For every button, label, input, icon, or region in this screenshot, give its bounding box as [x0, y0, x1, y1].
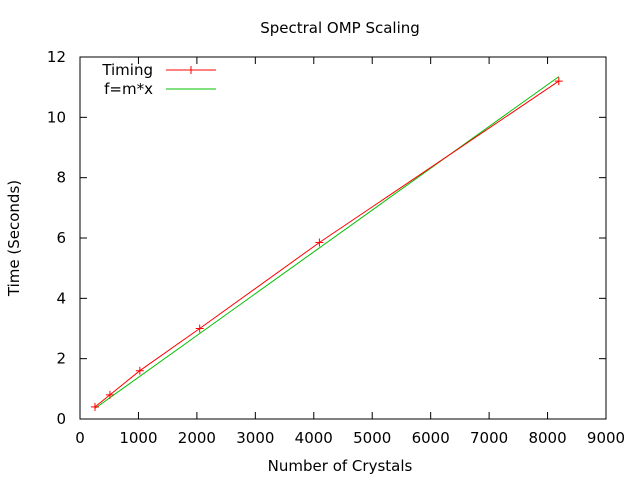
x-tick-label: 3000: [236, 429, 274, 447]
data-point-timing: [105, 390, 114, 399]
y-tick-label: 6: [56, 229, 66, 247]
data-point-timing: [90, 402, 99, 411]
x-tick-label: 0: [75, 429, 85, 447]
x-axis: 0 1000 2000 3000 4000 5000 6000 7000 8000 9000: [75, 57, 625, 447]
x-tick-label: 6000: [412, 429, 450, 447]
legend-label: f=m*x: [104, 80, 153, 98]
legend-marker: [187, 66, 195, 74]
data-point-timing: [554, 77, 563, 86]
x-tick-label: 4000: [295, 429, 333, 447]
series-layer: [90, 76, 563, 411]
x-axis-title: Number of Crystals: [268, 457, 413, 475]
data-point-timing: [195, 324, 204, 333]
legend-label: Timing: [101, 61, 153, 79]
series-line-timing: [94, 80, 560, 408]
data-point-timing: [135, 366, 144, 375]
y-tick-label: 12: [47, 48, 66, 66]
plot-frame: [79, 56, 607, 420]
x-tick-label: 2000: [178, 429, 216, 447]
y-tick-label: 4: [56, 289, 66, 307]
x-tick-label: 5000: [353, 429, 391, 447]
y-axis: 0 2 4 6 8 10 12: [47, 48, 606, 428]
x-tick-label: 8000: [528, 429, 566, 447]
y-tick-label: 8: [56, 169, 66, 187]
series-line-fit: [94, 76, 560, 409]
data-point-timing: [315, 238, 324, 247]
chart-title: Spectral OMP Scaling: [260, 19, 420, 37]
y-tick-label: 10: [47, 108, 66, 126]
y-tick-label: 0: [56, 410, 66, 428]
y-axis-title: Time (Seconds): [5, 180, 23, 297]
y-tick-label: 2: [56, 350, 66, 368]
x-tick-label: 9000: [587, 429, 625, 447]
x-tick-label: 7000: [470, 429, 508, 447]
x-tick-label: 1000: [119, 429, 157, 447]
